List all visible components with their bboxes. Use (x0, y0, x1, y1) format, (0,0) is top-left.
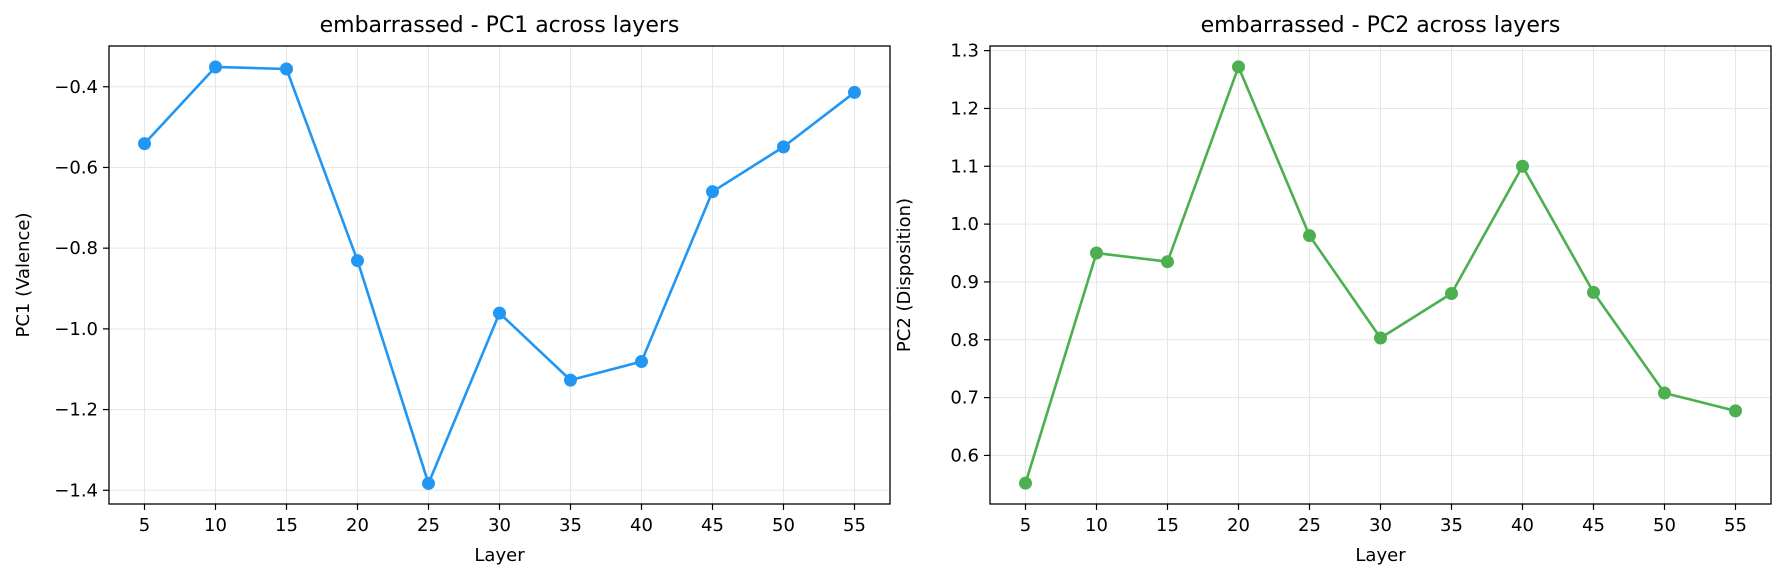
data-point (422, 476, 435, 490)
data-point (1587, 285, 1600, 299)
y-tick-label: 1.2 (950, 98, 979, 119)
y-tick-label: −1.4 (54, 480, 98, 501)
x-tick-label: 10 (204, 515, 227, 536)
y-tick-label: 0.8 (950, 330, 979, 351)
x-tick-label: 20 (346, 515, 369, 536)
data-point (635, 355, 648, 369)
data-point (777, 140, 790, 154)
data-point (1658, 386, 1671, 400)
y-tick-label: 1.1 (950, 156, 979, 177)
data-point (1161, 255, 1174, 269)
chart-title: embarrassed - PC2 across layers (1201, 13, 1561, 38)
grid (109, 46, 890, 504)
x-tick-label: 40 (1511, 515, 1534, 536)
data-point (1090, 246, 1103, 260)
chart-pc2: 5 10 15 20 25 30 35 40 45 50 55 0.6 0.7 0.8 0.9 1.0 1.1 1… (894, 13, 1772, 566)
y-tick-label: −0.4 (54, 77, 98, 98)
x-tick-label: 5 (139, 515, 150, 536)
x-tick-label: 30 (1369, 515, 1392, 536)
y-tick-label: −0.8 (54, 238, 98, 259)
data-point (1516, 159, 1529, 173)
data-point (493, 306, 506, 320)
y-tick-label: 0.7 (950, 388, 979, 409)
x-tick-label: 35 (1440, 515, 1463, 536)
chart-title: embarrassed - PC1 across layers (320, 13, 680, 38)
data-point (706, 185, 719, 199)
x-tick-label: 10 (1085, 515, 1108, 536)
axes-frame (989, 45, 1772, 505)
x-tick-label: 45 (701, 515, 724, 536)
y-tick-label: −1.0 (54, 319, 98, 340)
x-tick-label: 35 (559, 515, 582, 536)
x-tick-label: 50 (772, 515, 795, 536)
data-point (1019, 476, 1032, 490)
grid (990, 46, 1771, 504)
data-point (1232, 60, 1245, 74)
x-tick-label: 45 (1582, 515, 1605, 536)
y-tick-label: −1.2 (54, 400, 98, 421)
data-point (209, 60, 222, 74)
x-tick-label: 15 (275, 515, 298, 536)
x-tick-label: 25 (417, 515, 440, 536)
x-tick-label: 55 (1724, 515, 1747, 536)
x-tick-label: 15 (1156, 515, 1179, 536)
x-tick-label: 5 (1020, 515, 1031, 536)
y-tick-label: −0.6 (54, 157, 98, 178)
data-point (351, 254, 364, 268)
data-point (1445, 287, 1458, 301)
data-point (1729, 404, 1742, 418)
chart-pc1: 5 10 15 20 25 30 35 40 45 50 55 −1.4 −1.2 −1.0 −0.8 −0.… (13, 13, 891, 566)
axes-frame (108, 45, 891, 505)
x-tick-label: 20 (1227, 515, 1250, 536)
x-tick-label: 55 (843, 515, 866, 536)
y-tick-label: 1.0 (950, 214, 979, 235)
x-axis-label: Layer (474, 545, 525, 566)
y-axis-label: PC1 (Valence) (13, 212, 34, 337)
data-point (138, 137, 151, 151)
y-axis-label: PC2 (Disposition) (894, 198, 915, 352)
x-axis-label: Layer (1355, 545, 1406, 566)
data-point (1303, 229, 1316, 243)
data-point (564, 373, 577, 387)
y-tick-label: 0.6 (950, 445, 979, 466)
x-tick-label: 40 (630, 515, 653, 536)
data-point (1374, 331, 1387, 345)
data-point (280, 62, 293, 76)
y-tick-label: 0.9 (950, 272, 979, 293)
data-point (848, 85, 861, 99)
x-tick-label: 30 (488, 515, 511, 536)
y-tick-label: 1.3 (950, 41, 979, 62)
x-tick-label: 50 (1653, 515, 1676, 536)
x-tick-label: 25 (1298, 515, 1321, 536)
